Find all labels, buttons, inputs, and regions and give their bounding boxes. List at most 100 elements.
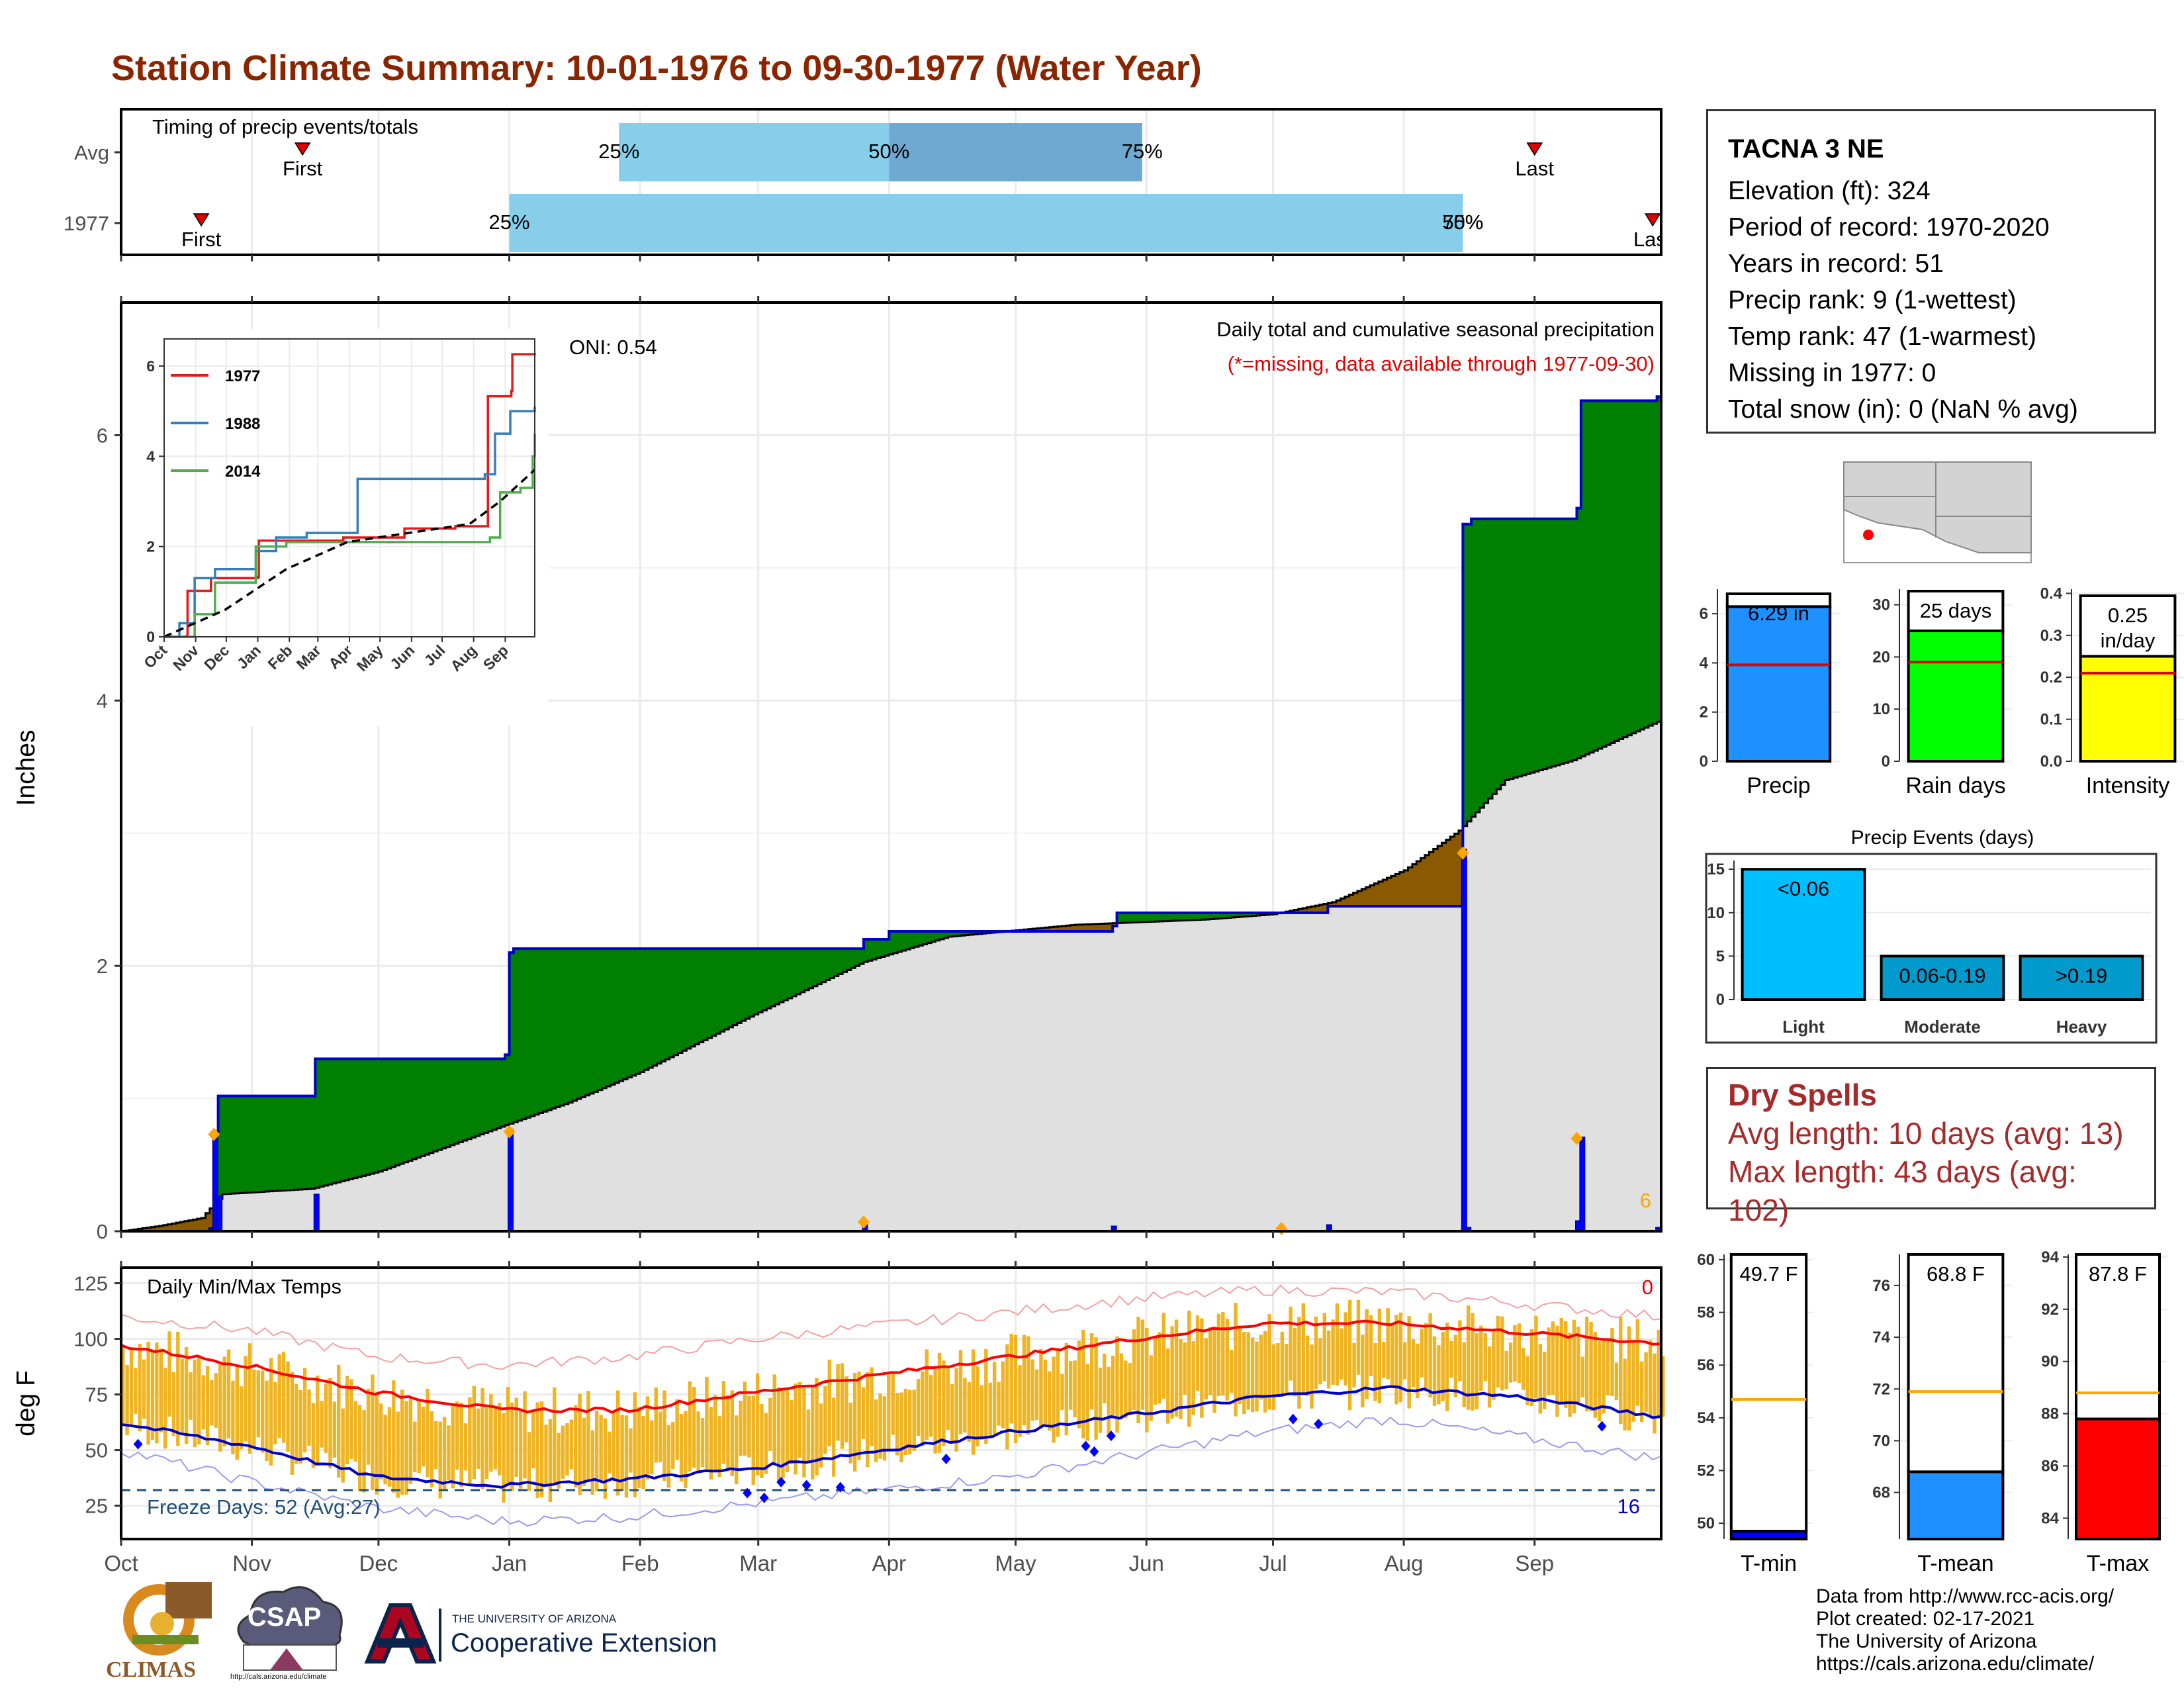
events-bar xyxy=(2019,955,2144,1001)
station-precip-rank: Precip rank: 9 (1-wettest) xyxy=(1728,286,2017,314)
temp-stat-0-category-label: T-min xyxy=(1741,1551,1797,1576)
dry-spells-box: Dry Spells Avg length: 10 days (avg: 13)… xyxy=(1706,1067,2156,1227)
station-elevation: Elevation (ft): 324 xyxy=(1728,177,1931,205)
record-min-line xyxy=(120,1416,1662,1527)
precip-stat-0-ytick-label: 4 xyxy=(1700,654,1709,672)
precip-stat-0-ytick-label: 6 xyxy=(1700,605,1708,623)
precip-stat-0-value-bar xyxy=(1725,605,1832,763)
csap-cloud-icon xyxy=(237,1586,343,1671)
events-category-label: Heavy xyxy=(2056,1017,2107,1037)
inset-series-line xyxy=(164,353,536,638)
inset-series-line xyxy=(164,406,536,638)
precip-stat-2-ytick-label: 0.1 xyxy=(2040,711,2062,729)
temp-stat-2-ytick-label: 86 xyxy=(2041,1458,2059,1476)
locator-map xyxy=(1843,461,2032,563)
precip-event-marker-icon xyxy=(208,1127,220,1141)
last-marker-icon xyxy=(1644,213,1661,227)
oni-label: ONI: 0.54 xyxy=(569,336,657,359)
dry-spells-avg: Avg length: 10 days (avg: 13) xyxy=(1728,1116,2124,1150)
month-label: Sep xyxy=(1515,1551,1554,1575)
precip-stat-2-ytick-label: 0.2 xyxy=(2040,669,2062,686)
cumulative-precip-line xyxy=(121,395,1661,1233)
above-normal-area xyxy=(214,397,1662,1204)
temp-stat-2-ytick-label: 88 xyxy=(2041,1405,2059,1423)
timing-clip xyxy=(1662,109,1702,255)
page-title: Station Climate Summary: 10-01-1976 to 0… xyxy=(111,48,1202,88)
temp-stat-0-ytick-label: 54 xyxy=(1697,1409,1715,1427)
inset-series-line xyxy=(164,434,536,638)
temp-stat-2-value-bar xyxy=(2075,1417,2161,1541)
month-label: Jan xyxy=(492,1551,527,1575)
frost-marker-icon xyxy=(1106,1430,1116,1442)
timing-last-label: Last xyxy=(1515,157,1554,180)
dry-spells-max: Max length: 43 days (avg: 102) xyxy=(1728,1154,2077,1227)
precip-ytick-label: 4 xyxy=(97,689,108,712)
normal-precip-line xyxy=(121,720,1661,1233)
temp-ytick-label: 125 xyxy=(73,1272,108,1295)
events-bar xyxy=(1741,868,1866,1001)
daily-temp-range-bars xyxy=(121,1299,1665,1503)
month-label: Mar xyxy=(739,1551,777,1575)
precip-event-count: 6 xyxy=(1640,1189,1651,1212)
csap-logo-text: CSAP xyxy=(248,1603,322,1632)
ua-logo-large: Cooperative Extension xyxy=(451,1628,717,1658)
inset-legend-label: 2014 xyxy=(225,463,261,481)
temp-stat-1-ytick-label: 68 xyxy=(1872,1484,1890,1502)
events-ytick-label: 5 xyxy=(1716,947,1725,965)
month-label: Feb xyxy=(621,1551,659,1575)
ua-logo-small: THE UNIVERSITY OF ARIZONA xyxy=(452,1613,617,1625)
precip-stat-1-value-box xyxy=(1907,590,2005,633)
precip-stat-1-ytick-label: 0 xyxy=(1882,753,1890,771)
timing-bar-50-75 xyxy=(889,123,1142,181)
station-years: Years in record: 51 xyxy=(1728,250,1944,278)
events-bar-label: 0.06-0.19 xyxy=(1899,964,1986,987)
locator-land xyxy=(1843,461,2032,553)
precip-stat-0-category-label: Precip xyxy=(1747,773,1810,798)
month-label: May xyxy=(995,1551,1036,1575)
footer-line-created: Plot created: 02-17-2021 xyxy=(1816,1608,2035,1630)
frost-marker-icon xyxy=(1089,1446,1099,1457)
temp-stat-2-ytick-label: 90 xyxy=(2041,1353,2059,1371)
first-marker-icon xyxy=(193,213,210,227)
temp-stat-1-ytick-label: 70 xyxy=(1872,1432,1890,1450)
precip-panel-border xyxy=(120,301,1662,1233)
station-period: Period of record: 1970-2020 xyxy=(1728,213,2050,242)
inset-ytick-label: 4 xyxy=(146,447,155,465)
precip-stat-2-ytick-label: 0.4 xyxy=(2040,585,2063,602)
precip-ytick-label: 2 xyxy=(97,955,108,978)
timing-first-label: First xyxy=(181,228,222,251)
daily-precip-bar xyxy=(508,1129,514,1232)
ua-block-a-icon xyxy=(364,1603,437,1664)
timing-title: Timing of precip events/totals xyxy=(152,115,418,138)
climas-logo-text: CLIMAS xyxy=(106,1658,197,1682)
frost-marker-icon xyxy=(133,1438,143,1450)
events-ytick-label: 0 xyxy=(1716,991,1725,1009)
climas-logo: CLIMAS xyxy=(106,1579,218,1685)
temp-ytick-label: 50 xyxy=(85,1439,108,1462)
timing-panel-border xyxy=(120,108,1662,256)
month-label: Nov xyxy=(232,1551,271,1575)
temp-stat-0-ytick-label: 60 xyxy=(1697,1251,1715,1269)
precip-stat-1-value-label: 25 days xyxy=(1920,599,1992,622)
precip-chart-title: Daily total and cumulative seasonal prec… xyxy=(1216,318,1655,341)
temp-ytick-label: 75 xyxy=(85,1383,108,1407)
precip-ytick-label: 6 xyxy=(97,424,108,447)
frost-marker-icon xyxy=(941,1454,951,1465)
precip-stat-1-ytick-label: 10 xyxy=(1872,700,1890,718)
temp-stat-1-category-label: T-mean xyxy=(1917,1551,1993,1576)
ua-logo: THE UNIVERSITY OF ARIZONA Cooperative Ex… xyxy=(361,1602,824,1668)
normal-min-line xyxy=(120,1385,1662,1489)
temp-chart-title: Daily Min/Max Temps xyxy=(147,1275,341,1298)
events-frame xyxy=(1705,853,2158,1044)
station-info-box: TACNA 3 NE Elevation (ft): 324 Period of… xyxy=(1706,109,2156,434)
frost-marker-icon xyxy=(1081,1440,1091,1452)
temp-stat-2-ytick-label: 84 xyxy=(2041,1509,2059,1527)
precip-stat-1-ytick-label: 30 xyxy=(1872,596,1890,614)
timing-row-label: 1977 xyxy=(64,212,109,235)
temp-stat-2-value-label: 87.8 F xyxy=(2089,1262,2147,1286)
freeze-days-count: 16 xyxy=(1617,1495,1640,1518)
temp-panel-border xyxy=(120,1266,1662,1540)
daily-precip-bar xyxy=(313,1194,320,1232)
timing-row-label: Avg xyxy=(74,141,109,164)
